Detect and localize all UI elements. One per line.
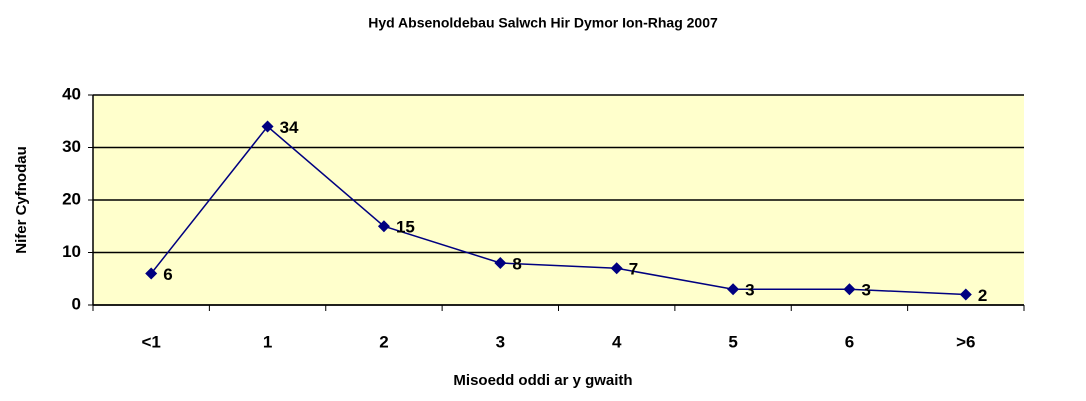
- marker: [494, 257, 507, 269]
- data-label: 2: [978, 286, 987, 305]
- x-tick-label: 5: [728, 332, 737, 351]
- marker: [261, 120, 274, 133]
- data-label: 3: [745, 281, 754, 300]
- data-label: 3: [861, 281, 870, 300]
- x-tick-label: 3: [496, 332, 505, 351]
- x-tick-label: <1: [141, 332, 160, 351]
- data-label: 7: [629, 260, 638, 279]
- y-tick-label: 10: [62, 242, 81, 261]
- marker: [610, 262, 623, 275]
- x-tick-label: >6: [956, 332, 975, 351]
- y-tick-label: 20: [62, 189, 81, 208]
- chart-title: Hyd Absenoldebau Salwch Hir Dymor Ion-Rh…: [368, 15, 718, 31]
- marker: [377, 220, 390, 233]
- data-label: 6: [163, 265, 172, 284]
- data-label: 34: [280, 118, 299, 137]
- data-label: 15: [396, 218, 415, 237]
- x-axis-label: Misoedd oddi ar y gwaith: [453, 372, 632, 389]
- x-tick-label: 2: [379, 332, 388, 351]
- x-tick-label: 4: [612, 332, 622, 351]
- marker: [145, 267, 158, 280]
- x-tick-label: 6: [845, 332, 854, 351]
- y-tick-label: 0: [72, 294, 81, 313]
- marker: [727, 283, 740, 296]
- marker: [843, 283, 856, 296]
- x-tick-label: 1: [263, 332, 272, 351]
- line-series: [150, 125, 966, 296]
- marker: [959, 288, 972, 301]
- y-tick-label: 30: [62, 137, 81, 156]
- y-tick-label: 40: [62, 84, 81, 103]
- y-axis-label: Nifer Cyfnodau: [13, 146, 30, 254]
- data-label: 8: [512, 254, 521, 273]
